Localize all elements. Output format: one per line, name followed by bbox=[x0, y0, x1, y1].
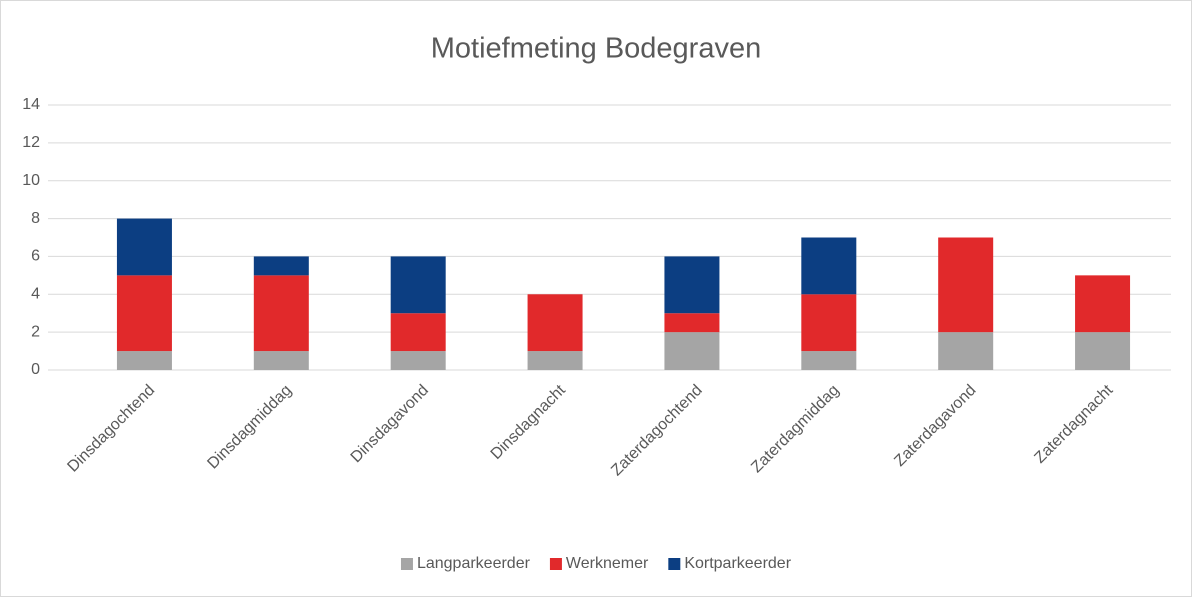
y-tick-label: 8 bbox=[31, 210, 40, 227]
bar-segment bbox=[116, 218, 172, 276]
chart-title: Motiefmeting Bodegraven bbox=[431, 33, 761, 65]
bar-segment bbox=[253, 275, 309, 352]
y-tick-label: 14 bbox=[22, 96, 40, 113]
bar-segment bbox=[527, 294, 583, 352]
y-tick-label: 12 bbox=[22, 134, 40, 151]
y-tick-label: 6 bbox=[31, 248, 40, 265]
y-tick-label: 0 bbox=[31, 361, 40, 378]
bar-segment bbox=[1075, 275, 1131, 333]
bar-segment bbox=[390, 351, 446, 370]
bar-segment bbox=[253, 351, 309, 370]
y-tick-label: 4 bbox=[31, 286, 40, 303]
bar-segment bbox=[664, 332, 720, 370]
bar-segment bbox=[664, 313, 720, 333]
bar-segment bbox=[116, 351, 172, 370]
bar-segment bbox=[664, 256, 720, 314]
bar-segment bbox=[938, 237, 994, 333]
legend-swatch bbox=[549, 558, 562, 570]
legend-label: Kortparkeerder bbox=[684, 555, 791, 572]
bar-segment bbox=[390, 256, 446, 314]
bar-segment bbox=[801, 294, 857, 352]
bar-segment bbox=[390, 313, 446, 352]
legend-label: Werknemer bbox=[566, 555, 649, 572]
legend-label: Langparkeerder bbox=[417, 555, 531, 572]
y-tick-label: 10 bbox=[22, 172, 40, 189]
bar-segment bbox=[116, 275, 172, 352]
legend-swatch bbox=[668, 558, 681, 570]
bar-segment bbox=[1075, 332, 1131, 370]
legend-swatch bbox=[400, 558, 413, 570]
bar-segment bbox=[938, 332, 994, 370]
bar-segment bbox=[801, 351, 857, 370]
bar-segment bbox=[253, 256, 309, 276]
bar-segment bbox=[801, 237, 857, 295]
bar-segment bbox=[527, 351, 583, 370]
y-tick-label: 2 bbox=[31, 323, 40, 340]
